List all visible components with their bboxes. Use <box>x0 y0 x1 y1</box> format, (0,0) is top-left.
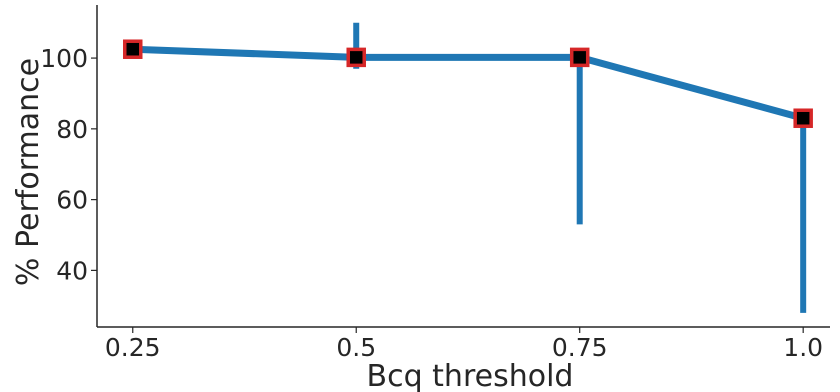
x-tick-label: 0.75 <box>552 333 608 362</box>
y-tick-label: 60 <box>56 186 88 215</box>
data-point <box>569 47 590 68</box>
y-tick-label: 40 <box>56 256 88 285</box>
data-point <box>346 47 366 68</box>
y-axis-label: % Performance <box>11 58 46 286</box>
data-point <box>793 108 813 128</box>
axes <box>91 5 830 333</box>
x-tick-label: 1.0 <box>783 333 823 362</box>
x-tick-label: 0.5 <box>336 333 376 362</box>
x-tick-label: 0.25 <box>105 333 161 362</box>
tick-labels: 0.25 0.5 0.75 1.0 40 60 80 100 <box>40 44 823 362</box>
y-tick-label: 100 <box>40 44 88 73</box>
series-lines <box>129 45 807 122</box>
y-tick-label: 80 <box>56 115 88 144</box>
x-axis-label: Bcq threshold <box>367 359 574 392</box>
data-markers <box>123 39 813 128</box>
data-point <box>123 39 143 59</box>
series-line <box>129 45 807 122</box>
